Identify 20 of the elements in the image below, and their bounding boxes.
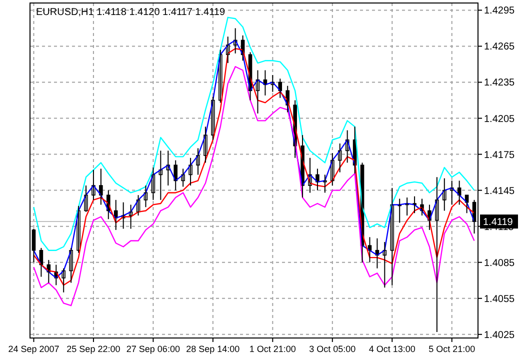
y-tick-label: 1.4055: [484, 294, 516, 305]
line-series: [33, 16, 475, 251]
x-tick-label: 5 Oct 21:00: [428, 344, 476, 354]
x-tick-label: 1 Oct 21:00: [249, 344, 296, 354]
ref-line-label: 1.4119: [483, 217, 514, 228]
x-tick-label: 25 Sep 22:00: [66, 344, 120, 354]
y-tick-label: 1.4025: [484, 330, 516, 341]
x-tick-label: 4 Oct 13:00: [368, 344, 416, 354]
y-tick-label: 1.4205: [484, 114, 516, 125]
x-tick-label: 28 Sep 14:00: [186, 344, 240, 354]
y-tick-label: 1.4265: [484, 42, 516, 53]
x-tick-label: 27 Sep 06:00: [126, 344, 180, 354]
x-tick-label: 24 Sep 2007: [8, 344, 60, 354]
y-tick-label: 1.4235: [484, 78, 516, 89]
y-tick-label: 1.4175: [484, 150, 516, 161]
x-tick-label: 3 Oct 05:00: [309, 344, 356, 354]
y-tick-label: 1.4295: [484, 6, 516, 17]
y-tick-label: 1.4145: [484, 186, 516, 197]
y-tick-label: 1.4085: [484, 258, 516, 269]
chart-title: EURUSD,H1 1.4118 1.4120 1.4117 1.4119: [36, 7, 226, 18]
